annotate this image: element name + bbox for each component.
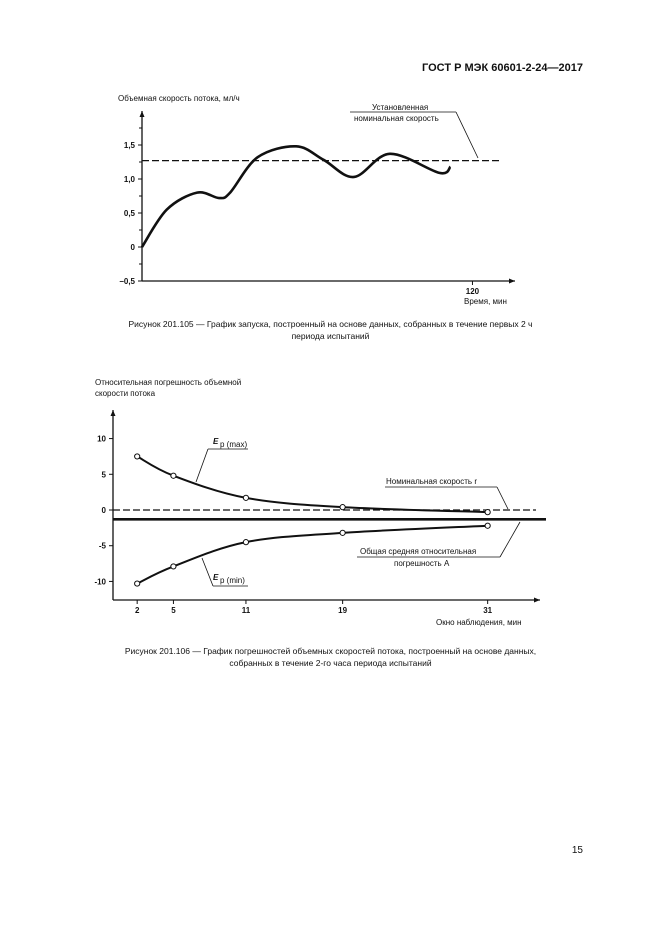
data-point-Ep(max) <box>339 504 346 511</box>
chart1-ref-label-2: номинальная скорость <box>354 114 439 123</box>
caption-figure-105: Рисунок 201.105 — График запуска, постро… <box>0 318 661 342</box>
chart2-ref-leader <box>496 486 509 510</box>
y-tick-label: −0,5 <box>119 277 135 286</box>
emax-leader <box>195 448 209 483</box>
y-tick-label: 1,0 <box>124 175 136 184</box>
y-tick-label: 10 <box>97 435 106 444</box>
chart2-ylabel-2: скорости потока <box>95 389 156 398</box>
x-axis-arrow <box>509 278 515 284</box>
chart2-mean-label-2: погрешность A <box>394 559 450 568</box>
data-point-Ep(max) <box>134 453 141 460</box>
y-tick-label: 0 <box>102 506 107 515</box>
chart1-xlabel: Время, мин <box>464 297 507 306</box>
caption-105-line2: периода испытаний <box>291 331 370 341</box>
document-header: ГОСТ Р МЭК 60601-2-24—2017 <box>422 62 583 74</box>
data-point-Ep(min) <box>170 563 177 570</box>
chart2-ref-label: Номинальная скорость r <box>386 477 477 486</box>
y-tick-label: 0 <box>131 243 136 252</box>
data-point-Ep(max) <box>170 472 177 479</box>
chart1-ref-label-1: Установленная <box>372 103 428 112</box>
caption-106-line1: Рисунок 201.106 — График погрешностей об… <box>124 646 537 656</box>
page-number: 15 <box>571 845 583 856</box>
x-tick-label: 2 <box>135 606 140 615</box>
series-line-flow <box>140 145 452 248</box>
svg-text:p (max): p (max) <box>220 440 247 449</box>
chart2-ylabel-1: Относительная погрешность объемной <box>95 378 241 387</box>
chart2-mean-label-1: Общая средняя относительная <box>360 547 476 556</box>
data-point-Ep(max) <box>242 494 250 501</box>
chart1-ylabel: Объемная скорость потока, мл/ч <box>118 94 240 103</box>
x-tick-label: 19 <box>338 606 347 615</box>
data-point-Ep(min) <box>484 522 491 529</box>
chart2-xlabel: Окно наблюдения, мин <box>436 618 522 627</box>
x-tick-label: 31 <box>483 606 492 615</box>
y-axis-arrow <box>139 111 145 117</box>
y-tick-label: -10 <box>94 577 106 586</box>
x-axis-arrow <box>534 597 540 603</box>
x-tick-label: 11 <box>242 606 251 615</box>
series-line-Ep(min) <box>136 524 488 585</box>
data-point-Ep(min) <box>339 529 346 536</box>
chart2-mean-leader <box>499 521 521 558</box>
data-point-Ep(max) <box>484 509 491 516</box>
y-tick-label: 1,5 <box>124 141 136 150</box>
svg-text:E: E <box>213 573 219 582</box>
svg-text:E: E <box>213 437 219 446</box>
x-tick-label: 5 <box>171 606 176 615</box>
data-point-Ep(min) <box>242 539 250 546</box>
x-tick-label: 120 <box>466 287 480 296</box>
series-line-Ep(max) <box>136 455 488 514</box>
emin-leader <box>201 557 214 587</box>
y-axis-arrow <box>110 410 116 416</box>
y-tick-label: 5 <box>102 470 107 479</box>
svg-text:p (min): p (min) <box>220 576 245 585</box>
y-tick-label: 0,5 <box>124 209 136 218</box>
caption-figure-106: Рисунок 201.106 — График погрешностей об… <box>0 645 661 669</box>
y-tick-label: -5 <box>99 542 107 551</box>
data-point-Ep(min) <box>134 580 141 587</box>
caption-105-line1: Рисунок 201.105 — График запуска, постро… <box>128 319 533 329</box>
caption-106-line2: собранных в течение 2-го часа периода ис… <box>229 658 432 668</box>
chart1-ref-leader <box>455 111 479 159</box>
